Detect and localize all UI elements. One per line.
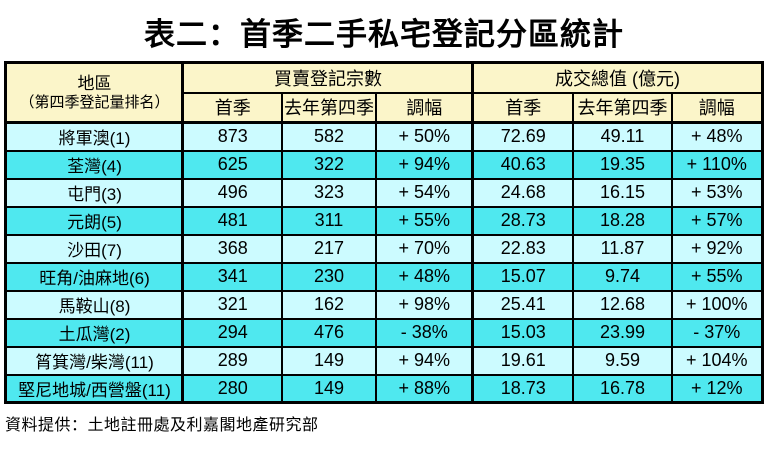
reg-change-cell: + 94%: [374, 149, 474, 180]
val-q1-cell: 28.73: [471, 205, 574, 236]
reg-q4-cell: 149: [280, 373, 377, 404]
val-change-cell: + 100%: [670, 289, 764, 320]
val-change-cell: + 55%: [670, 261, 764, 292]
reg-change-cell: + 88%: [374, 373, 474, 404]
reg-change-cell: + 94%: [374, 345, 474, 376]
reg-change-cell: - 38%: [374, 317, 474, 348]
reg-q1-cell: 873: [181, 121, 283, 152]
val-q4-cell: 16.15: [571, 177, 673, 208]
table-row: 屯門(3) 496 323 + 54% 24.68 16.15 + 53%: [4, 177, 764, 208]
val-q1-cell: 18.73: [471, 373, 574, 404]
val-q4-cell: 12.68: [571, 289, 673, 320]
header-district-line1: 地區: [77, 73, 112, 93]
reg-change-cell: + 50%: [374, 121, 474, 152]
table-row: 土瓜灣(2) 294 476 - 38% 15.03 23.99 - 37%: [4, 317, 764, 348]
val-q4-cell: 11.87: [571, 233, 673, 264]
district-cell: 沙田(7): [4, 233, 184, 264]
reg-q4-cell: 217: [280, 233, 377, 264]
source-note: 資料提供：土地註冊處及利嘉閣地產研究部: [5, 417, 319, 434]
reg-q4-cell: 476: [280, 317, 377, 348]
val-q1-cell: 15.07: [471, 261, 574, 292]
reg-q1-cell: 496: [181, 177, 283, 208]
header-group-value: 成交總值 (億元): [471, 61, 764, 94]
table-row: 荃灣(4) 625 322 + 94% 40.63 19.35 + 110%: [4, 149, 764, 180]
header-reg-q4: 去年第四季: [280, 91, 377, 124]
val-change-cell: + 110%: [670, 149, 764, 180]
val-q1-cell: 40.63: [471, 149, 574, 180]
header-district-line2: （第四季登記量排名）: [19, 93, 170, 111]
header-district: 地區 （第四季登記量排名）: [4, 61, 184, 124]
table-row: 馬鞍山(8) 321 162 + 98% 25.41 12.68 + 100%: [4, 289, 764, 320]
val-change-cell: + 53%: [670, 177, 764, 208]
reg-q1-cell: 280: [181, 373, 283, 404]
reg-q4-cell: 230: [280, 261, 377, 292]
reg-q1-cell: 289: [181, 345, 283, 376]
reg-q4-cell: 322: [280, 149, 377, 180]
val-q4-cell: 19.35: [571, 149, 673, 180]
val-change-cell: + 48%: [670, 121, 764, 152]
district-stats-table: 地區 （第四季登記量排名） 買賣登記宗數 成交總值 (億元) 首季 去年第四季 …: [4, 61, 764, 404]
reg-q1-cell: 341: [181, 261, 283, 292]
district-cell: 馬鞍山(8): [4, 289, 184, 320]
district-cell: 筲箕灣/柴灣(11): [4, 345, 184, 376]
val-q1-cell: 15.03: [471, 317, 574, 348]
val-change-cell: + 104%: [670, 345, 764, 376]
district-cell: 堅尼地城/西營盤(11): [4, 373, 184, 404]
reg-change-cell: + 55%: [374, 205, 474, 236]
header-val-q1: 首季: [471, 91, 574, 124]
val-q1-cell: 19.61: [471, 345, 574, 376]
val-q1-cell: 22.83: [471, 233, 574, 264]
header-group-row: 地區 （第四季登記量排名） 買賣登記宗數 成交總值 (億元): [4, 61, 764, 124]
val-q1-cell: 72.69: [471, 121, 574, 152]
header-val-change: 調幅: [670, 91, 764, 124]
val-change-cell: + 57%: [670, 205, 764, 236]
header-group-registrations: 買賣登記宗數: [181, 61, 474, 94]
header-sub-row: 首季 去年第四季 調幅 首季 去年第四季 調幅: [6, 91, 764, 124]
table-row: 旺角/油麻地(6) 341 230 + 48% 15.07 9.74 + 55%: [4, 261, 764, 292]
val-q4-cell: 49.11: [571, 121, 673, 152]
header-reg-q1: 首季: [181, 91, 283, 124]
table-row: 將軍澳(1) 873 582 + 50% 72.69 49.11 + 48%: [4, 121, 764, 152]
reg-q1-cell: 321: [181, 289, 283, 320]
val-q4-cell: 18.28: [571, 205, 673, 236]
reg-q4-cell: 311: [280, 205, 377, 236]
page: 表二：首季二手私宅登記分區統計 地區 （第四季登記量排名） 買賣登記宗數 成交總…: [0, 9, 768, 435]
header-val-q4: 去年第四季: [571, 91, 673, 124]
val-q4-cell: 23.99: [571, 317, 673, 348]
reg-q4-cell: 162: [280, 289, 377, 320]
table-row: 筲箕灣/柴灣(11) 289 149 + 94% 19.61 9.59 + 10…: [4, 345, 764, 376]
val-q1-cell: 24.68: [471, 177, 574, 208]
val-q4-cell: 16.78: [571, 373, 673, 404]
reg-q1-cell: 294: [181, 317, 283, 348]
page-title: 表二：首季二手私宅登記分區統計: [144, 17, 624, 52]
reg-change-cell: + 48%: [374, 261, 474, 292]
val-q4-cell: 9.74: [571, 261, 673, 292]
district-cell: 荃灣(4): [4, 149, 184, 180]
table-row: 堅尼地城/西營盤(11) 280 149 + 88% 18.73 16.78 +…: [4, 373, 764, 404]
header-reg-change: 調幅: [374, 91, 474, 124]
reg-q1-cell: 481: [181, 205, 283, 236]
district-cell: 元朗(5): [4, 205, 184, 236]
val-q4-cell: 9.59: [571, 345, 673, 376]
reg-q4-cell: 323: [280, 177, 377, 208]
district-cell: 屯門(3): [4, 177, 184, 208]
reg-q4-cell: 582: [280, 121, 377, 152]
reg-q1-cell: 625: [181, 149, 283, 180]
district-cell: 旺角/油麻地(6): [4, 261, 184, 292]
val-q1-cell: 25.41: [471, 289, 574, 320]
val-change-cell: + 12%: [670, 373, 764, 404]
reg-change-cell: + 70%: [374, 233, 474, 264]
reg-q1-cell: 368: [181, 233, 283, 264]
val-change-cell: - 37%: [670, 317, 764, 348]
reg-change-cell: + 98%: [374, 289, 474, 320]
district-cell: 土瓜灣(2): [4, 317, 184, 348]
district-cell: 將軍澳(1): [4, 121, 184, 152]
reg-change-cell: + 54%: [374, 177, 474, 208]
reg-q4-cell: 149: [280, 345, 377, 376]
val-change-cell: + 92%: [670, 233, 764, 264]
table-row: 元朗(5) 481 311 + 55% 28.73 18.28 + 57%: [4, 205, 764, 236]
table-row: 沙田(7) 368 217 + 70% 22.83 11.87 + 92%: [4, 233, 764, 264]
